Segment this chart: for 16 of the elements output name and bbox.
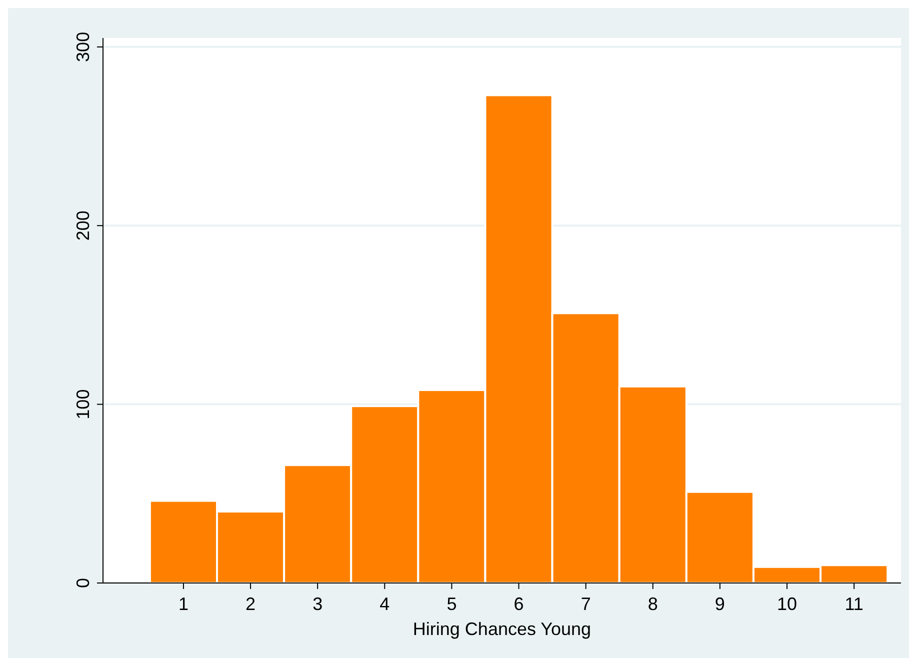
x-tick-label: 4 bbox=[380, 594, 390, 614]
y-tick-label: 0 bbox=[73, 578, 93, 588]
x-tick-label: 5 bbox=[446, 594, 457, 614]
y-tick-label: 100 bbox=[73, 389, 93, 420]
y-tick-label: 200 bbox=[73, 210, 93, 241]
x-axis-title: Hiring Chances Young bbox=[412, 619, 592, 639]
y-tick-label: 300 bbox=[73, 32, 93, 62]
x-tick-label: 10 bbox=[776, 594, 798, 614]
x-tick-label: 1 bbox=[178, 594, 188, 614]
x-tick-label: 9 bbox=[714, 594, 725, 614]
x-tick-label: 6 bbox=[514, 594, 524, 614]
x-tick-label: 11 bbox=[844, 594, 864, 614]
x-tick-label: 8 bbox=[648, 594, 658, 614]
x-tick-label: 2 bbox=[246, 594, 256, 614]
x-tick-label: 7 bbox=[580, 594, 591, 614]
x-tick-label: 3 bbox=[312, 594, 323, 614]
